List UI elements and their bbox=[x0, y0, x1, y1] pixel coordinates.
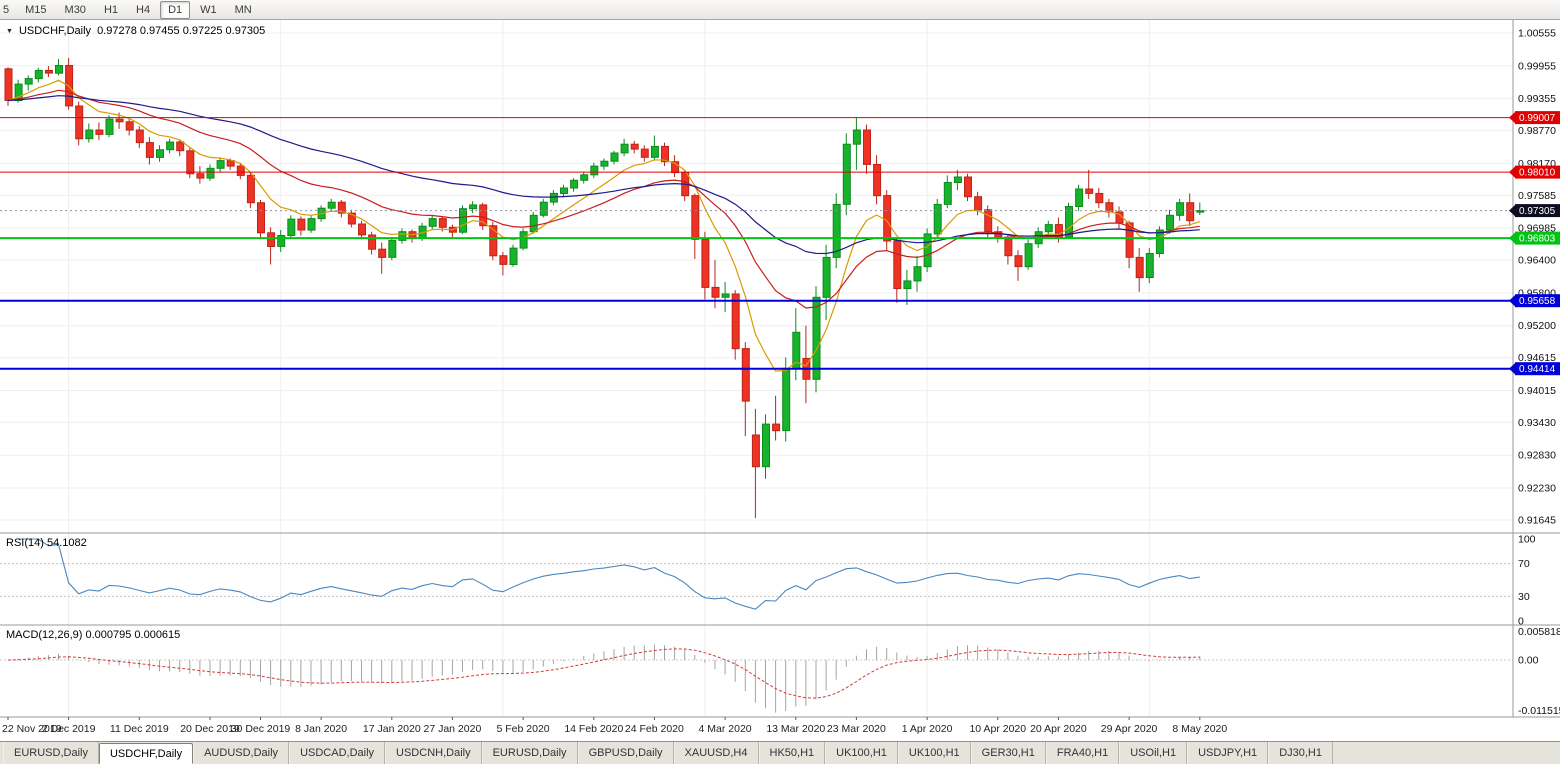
price-badge: 0.99007 bbox=[1509, 111, 1560, 125]
svg-text:0.98010: 0.98010 bbox=[1519, 168, 1556, 179]
date-axis-label: 1 Apr 2020 bbox=[902, 723, 953, 735]
macd-histogram bbox=[17, 644, 1201, 713]
timeframe-button-h1[interactable]: H1 bbox=[103, 3, 118, 16]
moving-average-line bbox=[7, 89, 1200, 309]
timeframe-button-h4[interactable]: H4 bbox=[136, 3, 151, 16]
candlesticks bbox=[4, 57, 1205, 519]
price-axis-label: 0.94015 bbox=[1518, 385, 1556, 397]
chart-tab-eurusd-daily[interactable]: EURUSD,Daily bbox=[3, 742, 99, 764]
date-axis-label: 27 Jan 2020 bbox=[423, 723, 481, 735]
date-axis-label: 22 Nov 2019 bbox=[2, 723, 62, 735]
chart-tab-gbpusd-daily[interactable]: GBPUSD,Daily bbox=[577, 742, 674, 764]
chart-tab-usdjpy-h1[interactable]: USDJPY,H1 bbox=[1187, 742, 1269, 764]
rsi-axis-label: 70 bbox=[1518, 558, 1530, 570]
symbol-dropdown-icon[interactable]: ▼ bbox=[6, 27, 13, 35]
price-axis-label: 0.97585 bbox=[1518, 190, 1556, 202]
price-axis-label: 0.98770 bbox=[1518, 125, 1556, 137]
moving-average-line bbox=[7, 79, 1200, 372]
date-axis-label: 10 Apr 2020 bbox=[969, 723, 1026, 735]
chart-tab-eurusd-daily[interactable]: EURUSD,Daily bbox=[481, 742, 578, 764]
price-axis-label: 0.92230 bbox=[1518, 483, 1556, 495]
date-axis-label: 29 Apr 2020 bbox=[1101, 723, 1158, 735]
price-axis-label: 0.93430 bbox=[1518, 417, 1556, 429]
rsi-axis-label: 0 bbox=[1518, 616, 1524, 628]
macd-indicator-label: MACD(12,26,9) 0.000795 0.000615 bbox=[6, 629, 181, 641]
chart-tab-hk50-h1[interactable]: HK50,H1 bbox=[758, 742, 826, 764]
chart-tab-usdcad-daily[interactable]: USDCAD,Daily bbox=[289, 742, 386, 764]
date-axis-label: 14 Feb 2020 bbox=[564, 723, 623, 735]
timeframe-button-mn[interactable]: MN bbox=[234, 3, 252, 16]
chart-tab-ger30-h1[interactable]: GER30,H1 bbox=[970, 742, 1046, 764]
price-axis-label: 1.00555 bbox=[1518, 28, 1556, 40]
chart-symbol-label: USDCHF,Daily bbox=[18, 25, 92, 37]
price-axis-label: 0.91645 bbox=[1518, 515, 1556, 527]
rsi-axis-label: 100 bbox=[1518, 534, 1536, 546]
price-axis-label: 0.92830 bbox=[1518, 450, 1556, 462]
chart-tab-usoil-h1[interactable]: USOil,H1 bbox=[1119, 742, 1188, 764]
date-axis-label: 8 Jan 2020 bbox=[295, 723, 347, 735]
date-axis-label: 13 Mar 2020 bbox=[766, 723, 825, 735]
macd-axis-label: 0.00 bbox=[1518, 655, 1539, 667]
price-axis-label: 0.95200 bbox=[1518, 320, 1556, 332]
timeframe-button-5[interactable]: 5 bbox=[3, 3, 10, 16]
chart-ohlc-values: 0.97278 0.97455 0.97225 0.97305 bbox=[97, 25, 266, 37]
moving-average-line bbox=[7, 95, 1200, 255]
price-badge: 0.94414 bbox=[1509, 362, 1560, 376]
price-badge: 0.96803 bbox=[1509, 231, 1560, 245]
date-axis-label: 30 Dec 2019 bbox=[231, 723, 291, 735]
chart-canvas[interactable]: 1.005550.999550.993550.987700.981700.975… bbox=[0, 20, 1560, 741]
chart-tab-usdchf-daily[interactable]: USDCHF,Daily bbox=[98, 743, 194, 764]
timeframe-button-d1[interactable]: D1 bbox=[160, 0, 191, 19]
date-axis-label: 20 Dec 2019 bbox=[180, 723, 240, 735]
price-axis: 1.005550.999550.993550.987700.981700.975… bbox=[1518, 28, 1556, 527]
price-axis-label: 0.96400 bbox=[1518, 255, 1556, 267]
price-badge: 0.97305 bbox=[1509, 204, 1560, 218]
price-axis-label: 0.99955 bbox=[1518, 60, 1556, 72]
svg-text:0.95658: 0.95658 bbox=[1519, 296, 1556, 307]
macd-signal-line bbox=[7, 648, 1200, 699]
svg-text:0.94414: 0.94414 bbox=[1519, 364, 1556, 375]
svg-text:0.99007: 0.99007 bbox=[1519, 113, 1556, 124]
timeframe-toolbar: 5 M15 M30 H1 H4 D1 W1 MN bbox=[0, 0, 1560, 20]
svg-text:0.96803: 0.96803 bbox=[1519, 234, 1556, 245]
date-axis-label: 17 Jan 2020 bbox=[363, 723, 421, 735]
chart-tab-fra40-h1[interactable]: FRA40,H1 bbox=[1045, 742, 1120, 764]
rsi-line bbox=[18, 538, 1200, 610]
date-axis-label: 2 Dec 2019 bbox=[42, 723, 96, 735]
chart-tab-dj30-h1[interactable]: DJ30,H1 bbox=[1268, 742, 1333, 764]
chart-tab-audusd-daily[interactable]: AUDUSD,Daily bbox=[193, 742, 290, 764]
chart-tab-bar: EURUSD,Daily USDCHF,Daily AUDUSD,Daily USDC… bbox=[0, 741, 1560, 764]
price-axis-label: 0.99355 bbox=[1518, 93, 1556, 105]
price-axis-label: 0.94615 bbox=[1518, 352, 1556, 364]
date-axis-label: 24 Feb 2020 bbox=[625, 723, 684, 735]
date-axis-label: 23 Mar 2020 bbox=[827, 723, 886, 735]
macd-axis-label: 0.0058185 bbox=[1518, 626, 1560, 638]
chart-tab-uk100-h1[interactable]: UK100,H1 bbox=[825, 742, 898, 764]
chart-tab-usdcnh-daily[interactable]: USDCNH,Daily bbox=[385, 742, 482, 764]
timeframe-button-w1[interactable]: W1 bbox=[200, 3, 217, 16]
chart-tab-xauusd-h4[interactable]: XAUUSD,H4 bbox=[673, 742, 759, 764]
date-axis-label: 11 Dec 2019 bbox=[110, 723, 169, 735]
price-badge: 0.98010 bbox=[1509, 165, 1560, 179]
svg-text:0.97305: 0.97305 bbox=[1519, 206, 1556, 217]
rsi-indicator-label: RSI(14) 54.1082 bbox=[6, 537, 87, 549]
timeframe-button-m15[interactable]: M15 bbox=[25, 3, 47, 16]
price-badge: 0.95658 bbox=[1509, 294, 1560, 308]
macd-axis-label: -0.0115155 bbox=[1518, 705, 1560, 717]
chart-tab-uk100-h1[interactable]: UK100,H1 bbox=[897, 742, 971, 764]
date-axis-label: 20 Apr 2020 bbox=[1030, 723, 1087, 735]
date-axis-label: 5 Feb 2020 bbox=[497, 723, 550, 735]
chart-header: ▼ USDCHF,Daily 0.97278 0.97455 0.97225 0… bbox=[6, 25, 265, 37]
timeframe-button-m30[interactable]: M30 bbox=[64, 3, 86, 16]
date-axis-label: 4 Mar 2020 bbox=[699, 723, 752, 735]
rsi-axis-label: 30 bbox=[1518, 591, 1530, 603]
date-axis-label: 8 May 2020 bbox=[1172, 723, 1227, 735]
